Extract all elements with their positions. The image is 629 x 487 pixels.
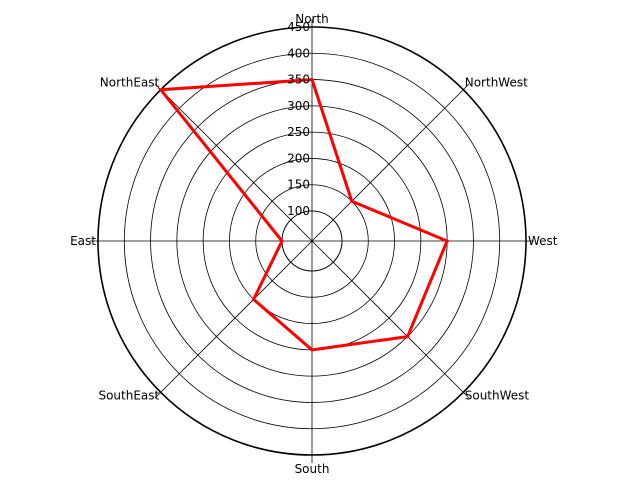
radial-tick-label: 100 bbox=[287, 204, 310, 218]
axis-spoke bbox=[154, 83, 313, 242]
axis-label-south: South bbox=[295, 462, 330, 476]
axis-label-northeast: NorthEast bbox=[100, 75, 160, 89]
series-point bbox=[311, 349, 313, 351]
axis-label-southeast: SouthEast bbox=[98, 389, 159, 403]
series-point bbox=[446, 240, 448, 242]
series-point bbox=[407, 336, 409, 338]
axis-label-west: West bbox=[528, 234, 558, 248]
radial-tick-label: 450 bbox=[287, 20, 310, 34]
axis-spoke bbox=[154, 240, 313, 399]
axis-spoke bbox=[311, 240, 470, 399]
radial-tick-label: 400 bbox=[287, 46, 310, 60]
axis-spoke bbox=[311, 83, 470, 242]
series-layer bbox=[157, 78, 450, 352]
radial-tick-label: 300 bbox=[287, 99, 310, 113]
axis-label-east: East bbox=[70, 234, 96, 248]
axis-label-northwest: NorthWest bbox=[465, 75, 528, 89]
series-point bbox=[253, 298, 255, 300]
radial-tick-label: 350 bbox=[287, 73, 310, 87]
series-point bbox=[311, 79, 313, 81]
radial-tick-label: 250 bbox=[287, 125, 310, 139]
series-point bbox=[160, 89, 162, 91]
axis-label-southwest: SouthWest bbox=[465, 389, 530, 403]
radial-tick-label: 150 bbox=[287, 178, 310, 192]
series-point bbox=[281, 240, 283, 242]
series-point bbox=[351, 200, 353, 202]
axis-label-north: North bbox=[295, 12, 329, 26]
radial-tick-label: 200 bbox=[287, 151, 310, 165]
grid-layer bbox=[90, 19, 534, 463]
